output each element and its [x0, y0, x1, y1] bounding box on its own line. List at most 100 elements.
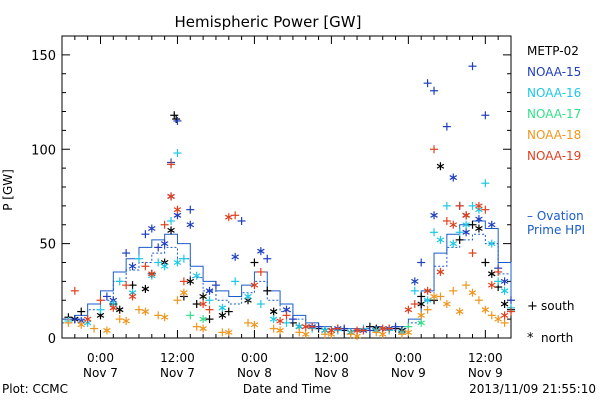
north-point — [276, 317, 284, 326]
north-point-arm — [199, 326, 207, 332]
legend-metp-02: METP-02 — [527, 44, 579, 58]
legend-noaa-19: NOAA-19 — [527, 149, 581, 163]
north-point-arm — [122, 318, 130, 324]
north-point-arm — [173, 207, 182, 213]
north-point-arm — [276, 318, 284, 324]
south-point — [423, 305, 432, 314]
north-point — [417, 300, 425, 309]
north-point — [404, 328, 413, 337]
south-point — [218, 328, 227, 337]
south-point — [172, 115, 181, 124]
south-point — [77, 307, 86, 316]
south-point — [211, 281, 220, 290]
north-point-arm — [205, 288, 214, 294]
north-point-arm — [96, 312, 105, 318]
north-point-arm — [115, 307, 124, 313]
north-point-arm — [468, 290, 477, 296]
north-point — [462, 220, 470, 229]
south-point — [173, 149, 182, 158]
north-point-arm — [500, 312, 509, 318]
south-point — [96, 305, 105, 314]
north-point-arm — [173, 212, 182, 218]
north-point-arm — [500, 301, 509, 307]
north-point-arm — [199, 293, 207, 299]
south-point — [154, 258, 163, 267]
north-point — [103, 326, 111, 335]
north-point-arm — [173, 259, 182, 266]
south-point — [173, 296, 182, 305]
y-tick-label: 100 — [31, 143, 56, 158]
south-point — [359, 326, 368, 335]
south-point — [410, 286, 419, 295]
north-point-arm — [449, 222, 458, 228]
north-point-arm — [225, 214, 233, 220]
north-point — [487, 269, 496, 278]
north-point-arm — [186, 278, 195, 284]
north-point — [494, 315, 502, 324]
x-tick-date-label: Nov 7 — [160, 366, 195, 380]
south-point — [417, 292, 426, 301]
south-point — [102, 292, 111, 301]
north-point-arm — [404, 307, 413, 313]
north-point — [449, 220, 458, 229]
south-point — [468, 62, 477, 71]
north-point-arm — [282, 307, 291, 313]
north-point — [500, 277, 509, 286]
south-point — [455, 201, 464, 210]
north-point-arm — [295, 324, 304, 330]
ovation-label-line1: – Ovation — [527, 209, 584, 223]
x-tick-time-label: 12:00 — [314, 351, 349, 365]
south-point — [179, 277, 188, 286]
y-tick-label: 150 — [31, 49, 56, 64]
x-tick-date-label: Nov 8 — [237, 366, 272, 380]
south-point — [70, 286, 79, 295]
north-point — [148, 224, 156, 233]
north-point-arm — [475, 226, 483, 232]
south-point — [308, 322, 317, 331]
south-point — [263, 286, 272, 295]
south-point — [430, 228, 439, 237]
south-point — [70, 315, 79, 324]
north-point — [487, 220, 496, 229]
north-point-arm — [436, 237, 445, 243]
north-marker-label: north — [541, 331, 573, 345]
south-point — [481, 258, 490, 267]
marker-legend-north: * north — [527, 331, 573, 346]
north-point-arm — [186, 222, 195, 228]
north-point — [250, 281, 259, 290]
north-point — [186, 277, 195, 286]
south-point — [391, 322, 400, 331]
north-point — [225, 213, 233, 222]
north-point — [199, 300, 207, 309]
south-point — [442, 201, 451, 210]
chart-title: Hemispheric Power [GW] — [175, 13, 362, 31]
north-point-arm — [160, 263, 169, 269]
north-point — [404, 305, 413, 314]
north-point-arm — [417, 312, 425, 318]
north-point — [128, 262, 137, 271]
south-point — [170, 111, 179, 120]
north-point-arm — [443, 301, 451, 307]
north-point — [77, 320, 86, 329]
data-points — [64, 62, 515, 341]
footer-timestamp: 2013/11/09 21:55:10 — [469, 382, 596, 396]
south-point — [423, 79, 432, 88]
x-tick-time-label: 0:00 — [241, 351, 268, 365]
north-point — [218, 311, 227, 320]
north-point — [160, 239, 169, 248]
north-point-arm — [494, 316, 502, 322]
south-point — [167, 160, 176, 169]
south-point — [122, 281, 131, 290]
north-point-arm — [487, 241, 496, 247]
south-point — [134, 254, 143, 263]
north-point-arm — [487, 282, 496, 288]
south-point — [263, 254, 272, 263]
south-point — [507, 307, 515, 316]
south-point — [494, 267, 503, 276]
north-point — [122, 317, 130, 326]
south-point — [449, 286, 458, 295]
x-tick-time-label: 12:00 — [160, 351, 195, 365]
north-point — [436, 162, 445, 171]
north-point — [500, 311, 509, 320]
south-point — [333, 324, 342, 333]
